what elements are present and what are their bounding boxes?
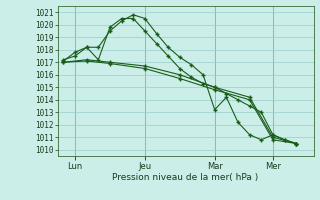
X-axis label: Pression niveau de la mer( hPa ): Pression niveau de la mer( hPa ) — [112, 173, 259, 182]
